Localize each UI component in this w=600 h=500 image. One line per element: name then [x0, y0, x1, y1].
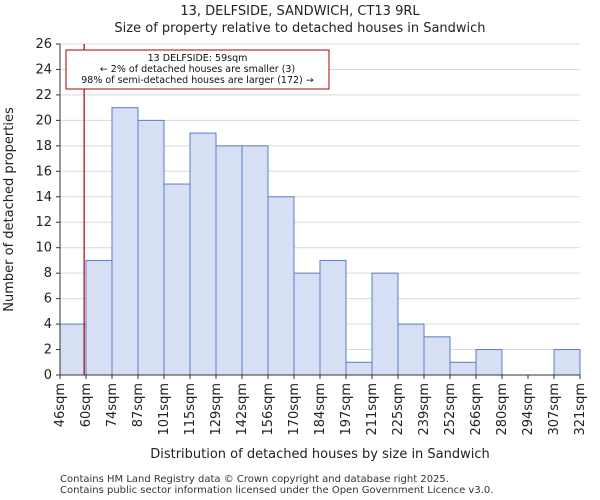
x-tick-label: 46sqm — [53, 383, 68, 427]
y-tick-label: 8 — [44, 266, 52, 281]
bar-197sqm — [345, 361, 373, 376]
x-tick-label: 252sqm — [443, 383, 458, 436]
y-tick-label: 16 — [35, 164, 52, 179]
bar-129sqm — [215, 145, 243, 376]
y-tick-label: 14 — [35, 190, 52, 205]
x-tick-label: 129sqm — [209, 383, 224, 436]
y-axis-label: Number of detached properties — [2, 107, 17, 312]
bar-170sqm — [293, 272, 321, 376]
x-tick-label: 74sqm — [105, 383, 120, 427]
bar-307sqm — [553, 349, 581, 376]
x-tick-label: 321sqm — [573, 383, 588, 436]
bar-225sqm — [397, 323, 425, 376]
y-tick-label: 4 — [44, 317, 52, 332]
x-tick-label: 294sqm — [521, 383, 536, 436]
annotation-box — [65, 49, 330, 90]
bar-252sqm — [449, 361, 477, 376]
y-tick-label: 10 — [35, 241, 52, 256]
bar-142sqm — [241, 145, 269, 376]
bar-60sqm — [85, 259, 113, 376]
x-tick-label: 170sqm — [287, 383, 302, 436]
bar-74sqm — [111, 107, 139, 376]
x-tick-label: 115sqm — [183, 383, 198, 436]
x-tick-label: 225sqm — [391, 383, 406, 436]
bar-266sqm — [475, 349, 503, 376]
y-tick-label: 6 — [44, 292, 52, 307]
y-tick-label: 24 — [35, 62, 52, 77]
bar-87sqm — [137, 119, 165, 376]
x-tick-label: 142sqm — [235, 383, 250, 436]
y-tick-label: 18 — [35, 139, 52, 154]
bar-101sqm — [163, 183, 191, 376]
bar-211sqm — [371, 272, 399, 376]
bar-239sqm — [423, 336, 451, 376]
y-tick-label: 26 — [35, 37, 52, 52]
chart-subtitle: Size of property relative to detached ho… — [114, 21, 486, 36]
bar-184sqm — [319, 259, 347, 376]
x-tick-label: 211sqm — [365, 383, 380, 436]
bar-46sqm — [59, 323, 87, 376]
x-tick-label: 280sqm — [495, 383, 510, 436]
x-tick-label: 266sqm — [469, 383, 484, 436]
footer-attribution-2: Contains public sector information licen… — [60, 485, 494, 496]
y-tick-label: 0 — [44, 368, 52, 383]
annotation-line-1: 13 DELFSIDE: 59sqm — [148, 53, 248, 64]
y-tick-label: 2 — [44, 343, 52, 358]
chart-title: 13, DELFSIDE, SANDWICH, CT13 9RL — [180, 4, 420, 19]
annotation-line-3: 98% of semi-detached houses are larger (… — [81, 75, 314, 86]
x-tick-label: 101sqm — [157, 383, 172, 436]
y-tick-label: 12 — [35, 215, 52, 230]
x-axis-label: Distribution of detached houses by size … — [150, 447, 490, 462]
annotation-line-2: ← 2% of detached houses are smaller (3) — [100, 64, 295, 75]
bar-156sqm — [267, 196, 295, 376]
x-tick-label: 87sqm — [131, 383, 146, 427]
y-tick-label: 22 — [35, 88, 52, 103]
footer-attribution-1: Contains HM Land Registry data © Crown c… — [60, 474, 449, 485]
x-tick-label: 60sqm — [79, 383, 94, 427]
x-tick-label: 239sqm — [417, 383, 432, 436]
bar-115sqm — [189, 132, 217, 376]
x-tick-label: 184sqm — [313, 383, 328, 436]
y-tick-label: 20 — [35, 113, 52, 128]
x-tick-label: 156sqm — [261, 383, 276, 436]
x-tick-label: 307sqm — [547, 383, 562, 436]
x-tick-label: 197sqm — [339, 383, 354, 436]
